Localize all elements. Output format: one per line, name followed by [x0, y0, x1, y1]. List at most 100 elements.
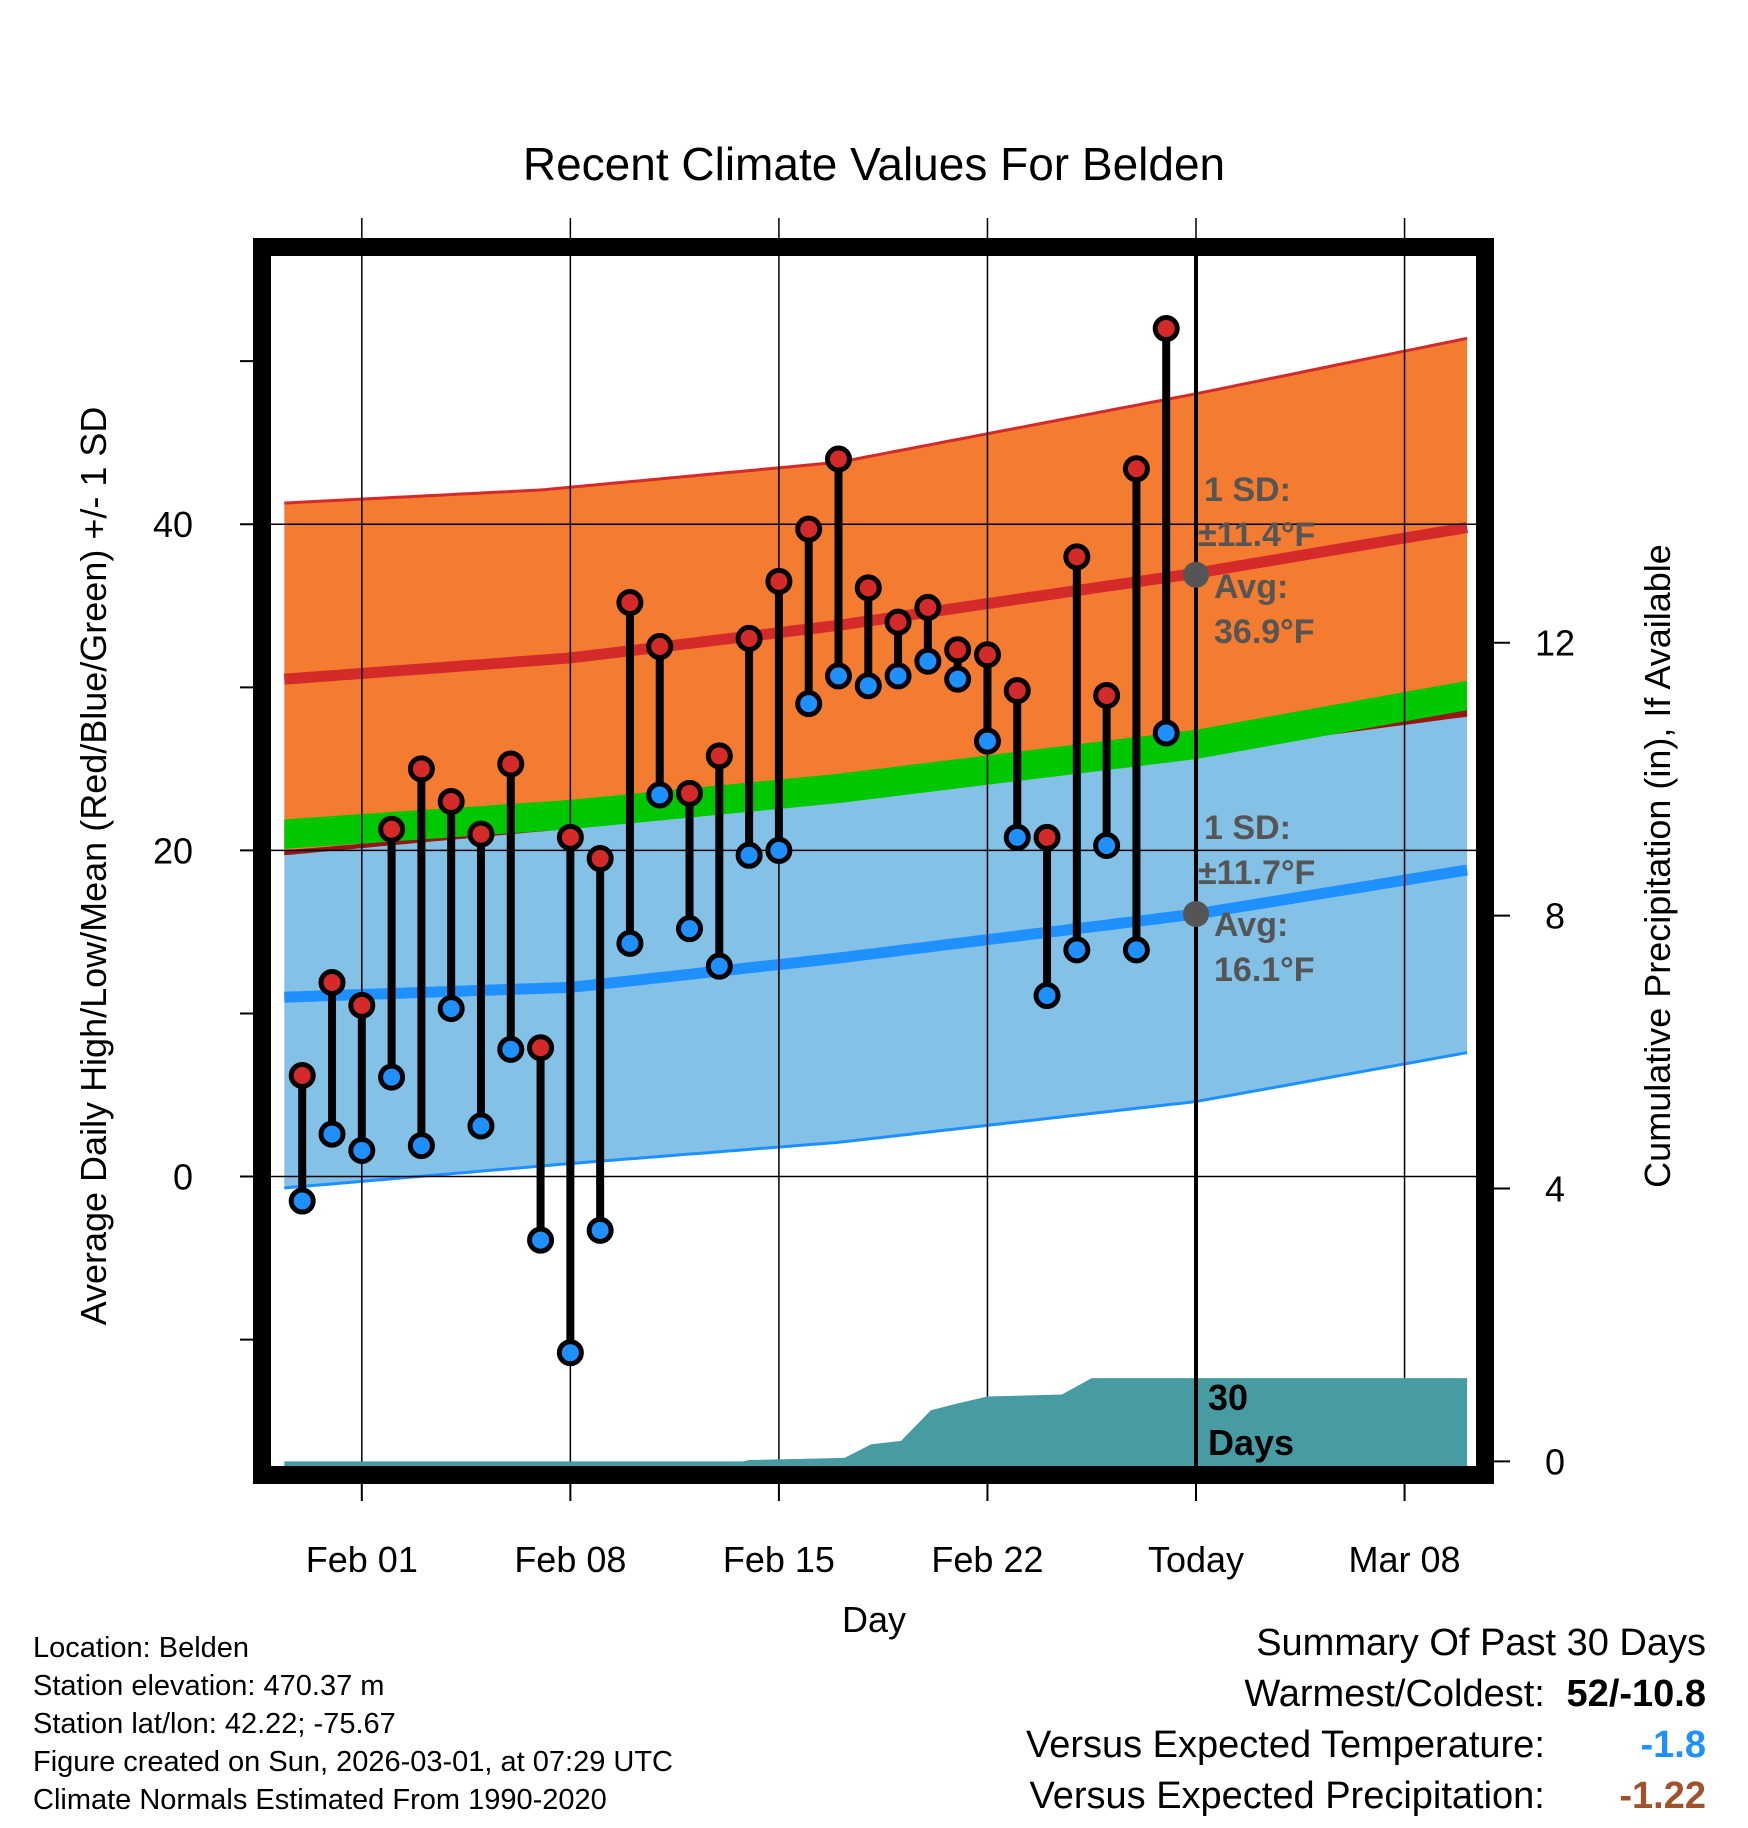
- low-lower-sd-line: [284, 1051, 1468, 1190]
- high-temp-point: [1152, 315, 1180, 343]
- low-temp-point: [824, 662, 852, 690]
- low-temp-point: [407, 1132, 435, 1160]
- high-temp-point: [288, 1061, 316, 1089]
- precipitation-area: [284, 1378, 1468, 1475]
- high-temp-point: [467, 820, 495, 848]
- high-temp-point: [1033, 823, 1061, 851]
- low-avg-label: Avg:: [1214, 906, 1288, 944]
- high-temp-point: [795, 515, 823, 543]
- high-temp-point: [735, 624, 763, 652]
- chart-title: Recent Climate Values For Belden: [523, 138, 1225, 190]
- x-tick-label: Today: [1148, 1539, 1244, 1580]
- y2-tick-label: 4: [1545, 1168, 1565, 1209]
- high-temp-point: [1063, 543, 1091, 571]
- y2-tick-label: 0: [1545, 1441, 1565, 1482]
- x-axis: Feb 01 Feb 08 Feb 15 Feb 22 Today Mar 08: [306, 1475, 1461, 1580]
- low-temp-point: [705, 952, 733, 980]
- low-temp-point: [646, 781, 674, 809]
- low-temp-point: [497, 1035, 525, 1063]
- x-tick-label: Mar 08: [1349, 1539, 1461, 1580]
- footer-location: Location: Belden: [33, 1632, 250, 1664]
- high-temp-point: [407, 755, 435, 783]
- temp-anomaly-value: -1.8: [1640, 1724, 1706, 1766]
- y2-axis-label: Cumulative Precipitation (in), If Availa…: [1637, 544, 1678, 1188]
- low-temp-point: [1152, 719, 1180, 747]
- precipitation-fill: [284, 1378, 1468, 1475]
- high-temp-point: [437, 787, 465, 815]
- high-temp-point: [348, 991, 376, 1019]
- precip-anomaly-label: Versus Expected Precipitation:: [1029, 1775, 1545, 1817]
- plot-frame: [253, 238, 1494, 1484]
- low-temp-point: [1003, 823, 1031, 851]
- low-temp-point: [586, 1216, 614, 1244]
- high-avg-label: Avg:: [1214, 568, 1288, 606]
- high-temp-point: [378, 815, 406, 843]
- mean-band: [284, 680, 1468, 849]
- high-temp-point: [884, 608, 912, 636]
- low-temp-point: [556, 1339, 584, 1367]
- high-temp-point: [676, 779, 704, 807]
- low-temp-point: [1033, 982, 1061, 1010]
- low-sd-label: 1 SD:: [1204, 809, 1291, 847]
- temp-anomaly-label: Versus Expected Temperature:: [1025, 1724, 1545, 1766]
- low-temp-point: [378, 1063, 406, 1091]
- normal-high-line: [283, 522, 1469, 685]
- low-temp-point: [318, 1120, 346, 1148]
- high-temp-point: [944, 636, 972, 664]
- y-axis-left: 0 20 40: [153, 360, 262, 1341]
- y-axis-label: Average Daily High/Low/Mean (Red/Blue/Gr…: [73, 407, 114, 1326]
- low-temp-point: [854, 672, 882, 700]
- footer-created: Figure created on Sun, 2026-03-01, at 07…: [33, 1746, 673, 1778]
- y-tick-label: 40: [153, 504, 193, 545]
- x-tick-label: Feb 15: [723, 1539, 835, 1580]
- chart-annotations: 1 SD: ±11.4°F Avg: 36.9°F 1 SD: ±11.7°F Avg: 16…: [1183, 471, 1315, 1463]
- low-temp-point: [1122, 936, 1150, 964]
- high-sd-value: ±11.4°F: [1198, 516, 1315, 554]
- low-temp-point: [944, 665, 972, 693]
- low-temp-point: [467, 1112, 495, 1140]
- high-temp-point: [1093, 681, 1121, 709]
- warm-cold-label: Warmest/Coldest:: [1244, 1673, 1545, 1715]
- x-tick-label: Feb 01: [306, 1539, 418, 1580]
- low-sd-value: ±11.7°F: [1198, 854, 1315, 892]
- high-temp-point: [616, 589, 644, 617]
- low-temp-point: [884, 662, 912, 690]
- high-temp-point: [318, 968, 346, 996]
- low-temp-point: [795, 690, 823, 718]
- x-tick-label: Feb 08: [514, 1539, 626, 1580]
- y2-tick-label: 12: [1535, 623, 1575, 664]
- footer-elevation: Station elevation: 470.37 m: [33, 1670, 385, 1702]
- normal-bands: [283, 336, 1469, 1190]
- low-avg-value: 16.1°F: [1214, 951, 1315, 989]
- low-temp-point: [437, 995, 465, 1023]
- low-temp-point: [348, 1136, 376, 1164]
- low-temp-point: [973, 727, 1001, 755]
- high-temp-point: [586, 845, 614, 873]
- high-sd-label: 1 SD:: [1204, 471, 1291, 509]
- plot-border: [253, 238, 1494, 1484]
- high-temp-point: [824, 445, 852, 473]
- summary-panel: Summary Of Past 30 Days Warmest/Coldest:…: [1026, 1618, 1706, 1822]
- precip-days-label: 30: [1208, 1377, 1248, 1418]
- high-temp-point: [556, 823, 584, 851]
- low-temp-point: [735, 841, 763, 869]
- high-temp-point: [497, 750, 525, 778]
- x-axis-label: Day: [842, 1599, 906, 1640]
- low-temp-point: [914, 647, 942, 675]
- x-tick-label: Feb 22: [931, 1539, 1043, 1580]
- low-temp-point: [527, 1226, 555, 1254]
- warm-cold-value: 52/-10.8: [1566, 1673, 1706, 1715]
- precip-anomaly-value: -1.22: [1619, 1775, 1706, 1817]
- summary-heading: Summary Of Past 30 Days: [1256, 1622, 1706, 1664]
- high-avg-value: 36.9°F: [1214, 613, 1315, 651]
- high-temp-point: [914, 593, 942, 621]
- low-temp-point: [1093, 832, 1121, 860]
- high-temp-point: [1003, 677, 1031, 705]
- high-temp-point: [765, 567, 793, 595]
- y2-tick-label: 8: [1545, 896, 1565, 937]
- y-tick-label: 0: [173, 1157, 193, 1198]
- y-tick-label: 20: [153, 830, 193, 871]
- precip-days-label: Days: [1208, 1422, 1294, 1463]
- high-temp-point: [646, 633, 674, 661]
